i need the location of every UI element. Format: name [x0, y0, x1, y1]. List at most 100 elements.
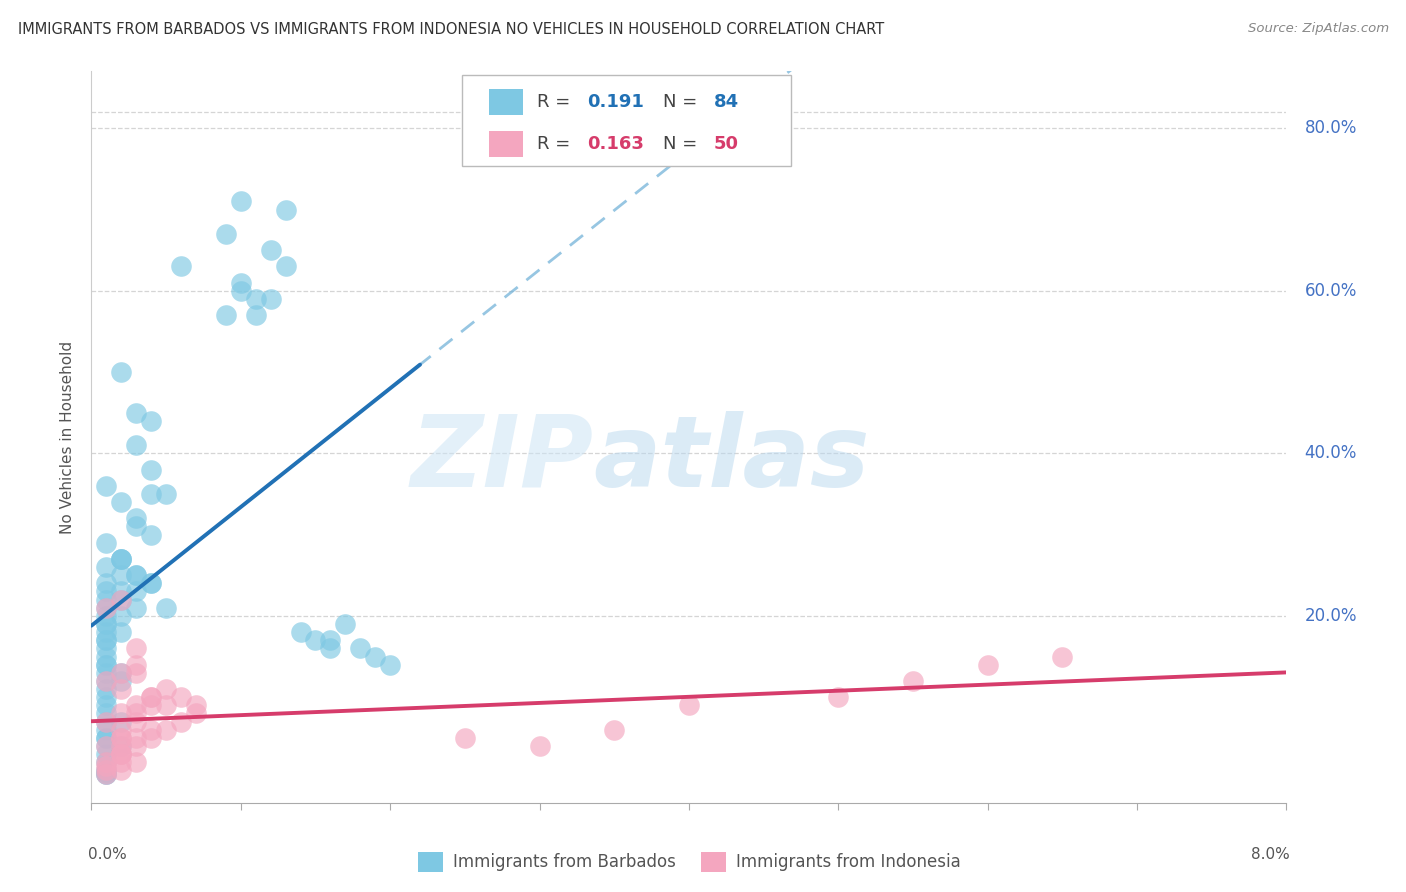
- Text: N =: N =: [662, 94, 703, 112]
- Point: [110, 755, 132, 769]
- Point: [827, 690, 849, 705]
- Text: 20.0%: 20.0%: [1305, 607, 1357, 625]
- Point: [96, 747, 118, 761]
- Text: atlas: atlas: [593, 410, 870, 508]
- Point: [96, 706, 118, 721]
- Text: Source: ZipAtlas.com: Source: ZipAtlas.com: [1249, 22, 1389, 36]
- Point: [110, 552, 132, 566]
- Point: [110, 673, 132, 688]
- Point: [141, 690, 162, 705]
- Point: [96, 665, 118, 680]
- Point: [96, 764, 118, 779]
- Text: 0.191: 0.191: [588, 94, 644, 112]
- Point: [678, 698, 700, 713]
- Point: [110, 608, 132, 623]
- Point: [96, 633, 118, 648]
- Point: [96, 600, 118, 615]
- Point: [141, 487, 162, 501]
- Point: [110, 665, 132, 680]
- Point: [215, 308, 238, 322]
- Text: ZIP: ZIP: [411, 410, 593, 508]
- Point: [110, 747, 132, 761]
- Point: [110, 592, 132, 607]
- Point: [96, 641, 118, 656]
- Point: [155, 698, 177, 713]
- Point: [96, 584, 118, 599]
- Point: [125, 511, 148, 525]
- Point: [125, 600, 148, 615]
- Point: [141, 414, 162, 428]
- Point: [155, 681, 177, 696]
- Point: [96, 767, 118, 781]
- Point: [96, 625, 118, 640]
- Point: [110, 681, 132, 696]
- Text: R =: R =: [537, 94, 576, 112]
- Point: [96, 560, 118, 574]
- Point: [141, 462, 162, 476]
- Legend: Immigrants from Barbados, Immigrants from Indonesia: Immigrants from Barbados, Immigrants fro…: [411, 845, 967, 879]
- Text: 40.0%: 40.0%: [1305, 444, 1357, 462]
- Point: [96, 608, 118, 623]
- Point: [229, 284, 252, 298]
- Point: [96, 617, 118, 632]
- Point: [96, 673, 118, 688]
- FancyBboxPatch shape: [461, 75, 790, 167]
- Point: [110, 706, 132, 721]
- Point: [976, 657, 998, 672]
- Point: [110, 747, 132, 761]
- Text: 8.0%: 8.0%: [1251, 847, 1291, 862]
- Point: [96, 755, 118, 769]
- Point: [603, 723, 626, 737]
- Point: [274, 260, 297, 274]
- Point: [529, 739, 551, 753]
- Point: [96, 698, 118, 713]
- Point: [110, 495, 132, 509]
- Point: [96, 739, 118, 753]
- Point: [110, 552, 132, 566]
- Point: [110, 552, 132, 566]
- Text: 84: 84: [714, 94, 740, 112]
- Point: [96, 657, 118, 672]
- Point: [229, 276, 252, 290]
- Point: [110, 665, 132, 680]
- Point: [141, 576, 162, 591]
- Point: [96, 657, 118, 672]
- Point: [110, 739, 132, 753]
- Point: [110, 625, 132, 640]
- Text: 60.0%: 60.0%: [1305, 282, 1357, 300]
- Text: N =: N =: [662, 136, 703, 153]
- Point: [170, 260, 193, 274]
- Point: [110, 584, 132, 599]
- Point: [96, 649, 118, 664]
- Point: [141, 576, 162, 591]
- Point: [125, 698, 148, 713]
- Y-axis label: No Vehicles in Household: No Vehicles in Household: [59, 341, 75, 533]
- Text: 0.0%: 0.0%: [87, 847, 127, 862]
- FancyBboxPatch shape: [489, 89, 523, 115]
- Point: [96, 479, 118, 493]
- Point: [259, 243, 281, 257]
- Point: [96, 681, 118, 696]
- Point: [96, 723, 118, 737]
- Point: [110, 568, 132, 582]
- Text: 50: 50: [714, 136, 740, 153]
- Point: [141, 527, 162, 541]
- Point: [96, 764, 118, 778]
- Point: [184, 698, 207, 713]
- Point: [170, 690, 193, 705]
- Point: [245, 308, 267, 322]
- Point: [110, 731, 132, 745]
- Point: [125, 714, 148, 729]
- Point: [290, 625, 312, 640]
- Point: [125, 568, 148, 582]
- Point: [96, 714, 118, 729]
- Point: [155, 487, 177, 501]
- Point: [319, 633, 342, 648]
- Point: [110, 731, 132, 745]
- Point: [141, 731, 162, 745]
- Point: [96, 576, 118, 591]
- Point: [96, 673, 118, 688]
- Text: 0.163: 0.163: [588, 136, 644, 153]
- FancyBboxPatch shape: [489, 131, 523, 158]
- Point: [141, 723, 162, 737]
